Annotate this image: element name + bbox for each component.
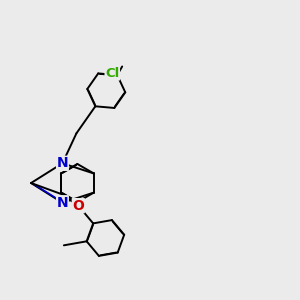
Text: Cl: Cl [105, 67, 119, 80]
Text: O: O [72, 199, 84, 213]
Text: N: N [57, 156, 68, 170]
Text: N: N [57, 196, 68, 210]
